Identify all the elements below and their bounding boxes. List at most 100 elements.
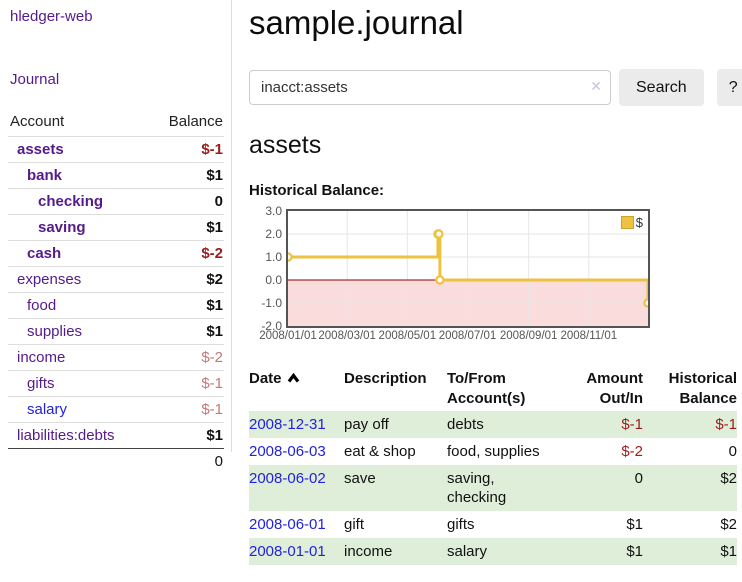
x-axis-tick-label: 2008/05/01 <box>378 330 437 342</box>
x-axis-tick-label: 2008/01/01 <box>259 330 317 342</box>
account-link[interactable]: bank <box>27 167 63 184</box>
register-header-amount: Amount Out/In <box>586 370 643 407</box>
register-description-cell: gift <box>344 516 365 533</box>
account-row: cash $-2 <box>8 240 224 267</box>
account-link[interactable]: supplies <box>27 323 83 340</box>
x-axis-tick-label: 2008/11/01 <box>560 330 618 342</box>
account-link[interactable]: income <box>17 349 66 366</box>
register-date-cell: 2008-12-31 <box>249 411 344 438</box>
account-balance: $-1 <box>150 370 224 397</box>
search-button[interactable]: Search <box>619 69 704 106</box>
y-axis-tick-label: 2.0 <box>265 227 282 241</box>
y-axis-tick-label: 1.0 <box>265 250 282 264</box>
account-row: liabilities:debts $1 <box>8 422 224 449</box>
register-accounts-cell: saving, checking <box>447 470 507 506</box>
account-balance: 0 <box>150 188 224 215</box>
register-accounts-cell: debts <box>447 416 484 433</box>
clear-search-icon[interactable]: ✕ <box>590 78 602 94</box>
account-balance: $-2 <box>150 240 224 267</box>
account-name-cell: expenses <box>8 266 151 293</box>
register-balance-cell: 0 <box>728 443 737 460</box>
transaction-date-link[interactable]: 2008-12-31 <box>249 416 326 433</box>
app-title-link[interactable]: hledger-web <box>10 8 93 25</box>
account-row: supplies $1 <box>8 318 224 345</box>
search-help-button[interactable]: ? <box>716 69 742 106</box>
accounts-table: Account Balance assets $-1 bank $1 checking 0… <box>8 110 224 474</box>
transaction-date-link[interactable]: 2008-06-02 <box>249 470 326 487</box>
app-layout: hledger-web Journal Account Balance asse… <box>0 0 742 565</box>
account-link[interactable]: liabilities:debts <box>17 427 115 444</box>
legend-swatch-icon <box>620 216 634 229</box>
account-balance: $-2 <box>150 344 224 371</box>
account-balance: $1 <box>150 422 224 449</box>
register-accounts-cell: gifts <box>447 516 475 533</box>
account-name-cell: supplies <box>8 318 151 345</box>
register-description-cell: save <box>344 470 376 487</box>
register-accounts-cell: food, supplies <box>447 443 540 460</box>
sort-asc-icon <box>287 372 299 383</box>
sidebar-item-journal[interactable]: Journal <box>10 71 60 88</box>
account-row: income $-2 <box>8 344 224 371</box>
account-name-cell: liabilities:debts <box>8 422 151 449</box>
chart-title: Historical Balance: <box>249 182 385 199</box>
accounts-total-spacer <box>8 448 151 474</box>
account-link[interactable]: checking <box>38 193 104 210</box>
sidebar: hledger-web Journal Account Balance asse… <box>0 0 232 474</box>
transaction-date-link[interactable]: 2008-06-01 <box>249 516 326 533</box>
account-row: assets $-1 <box>8 136 224 163</box>
y-axis-tick-label: 3.0 <box>265 204 282 218</box>
account-balance: $-1 <box>150 136 224 163</box>
account-link[interactable]: cash <box>27 245 62 262</box>
account-row: checking 0 <box>8 188 224 215</box>
register-row: 2008-06-03 eat & shop food, supplies $-2 0 <box>249 438 737 465</box>
account-link[interactable]: food <box>27 297 57 314</box>
search-input[interactable] <box>249 70 611 105</box>
account-name-cell: food <box>8 292 151 319</box>
register-row: 2008-06-01 gift gifts $1 $2 <box>249 511 737 538</box>
account-link[interactable]: expenses <box>17 271 82 288</box>
register-amount-cell: $-1 <box>621 416 643 433</box>
account-row: gifts $-1 <box>8 370 224 397</box>
register-date-cell: 2008-06-02 <box>249 465 344 511</box>
account-balance: $1 <box>150 214 224 241</box>
account-row: salary $-1 <box>8 396 224 423</box>
account-balance: $2 <box>150 266 224 293</box>
account-row: saving $1 <box>8 214 224 241</box>
account-link[interactable]: salary <box>27 401 68 418</box>
transaction-date-link[interactable]: 2008-01-01 <box>249 543 326 560</box>
account-heading: assets <box>249 131 322 159</box>
account-link[interactable]: saving <box>38 219 86 236</box>
accounts-total-row: 0 <box>8 448 224 474</box>
x-axis-tick-label: 2008/07/01 <box>438 330 497 342</box>
register-row: 2008-01-01 income salary $1 $1 <box>249 538 737 565</box>
transaction-date-link[interactable]: 2008-06-03 <box>249 443 326 460</box>
register-balance-cell: $-1 <box>715 416 737 433</box>
account-link[interactable]: gifts <box>27 375 55 392</box>
search-form: ✕ Search ? <box>249 69 742 106</box>
account-row: food $1 <box>8 292 224 319</box>
account-balance: $1 <box>150 162 224 189</box>
chart-legend: $ <box>619 215 644 230</box>
account-name-cell: checking <box>8 188 151 215</box>
register-description-cell: income <box>344 543 393 560</box>
account-row: bank $1 <box>8 162 224 189</box>
register-table-body: 2008-12-31 pay off debts $-1 $-1 2008-06-03 ea… <box>249 411 737 565</box>
accounts-header-account: Account <box>10 113 65 130</box>
chart-plot-area[interactable]: $ <box>283 209 653 328</box>
account-name-cell: salary <box>8 396 151 423</box>
register-header-accounts: To/From Account(s) <box>447 370 526 407</box>
register-header-date[interactable]: Date <box>249 367 344 411</box>
account-link[interactable]: assets <box>17 141 64 158</box>
page-title: sample.journal <box>249 4 464 41</box>
accounts-header-balance: Balance <box>168 113 223 130</box>
account-balance: $1 <box>150 318 224 345</box>
x-axis-tick-label: 2008/03/01 <box>318 330 376 342</box>
y-axis-tick-label: -2.0 <box>261 319 282 333</box>
search-input-wrap: ✕ <box>249 70 611 105</box>
y-axis-tick-label: -1.0 <box>261 296 282 310</box>
register-amount-cell: $1 <box>626 543 643 560</box>
register-amount-cell: 0 <box>634 470 643 487</box>
account-name-cell: cash <box>8 240 151 267</box>
register-header-description: Description <box>344 370 427 387</box>
account-balance: $-1 <box>150 396 224 423</box>
